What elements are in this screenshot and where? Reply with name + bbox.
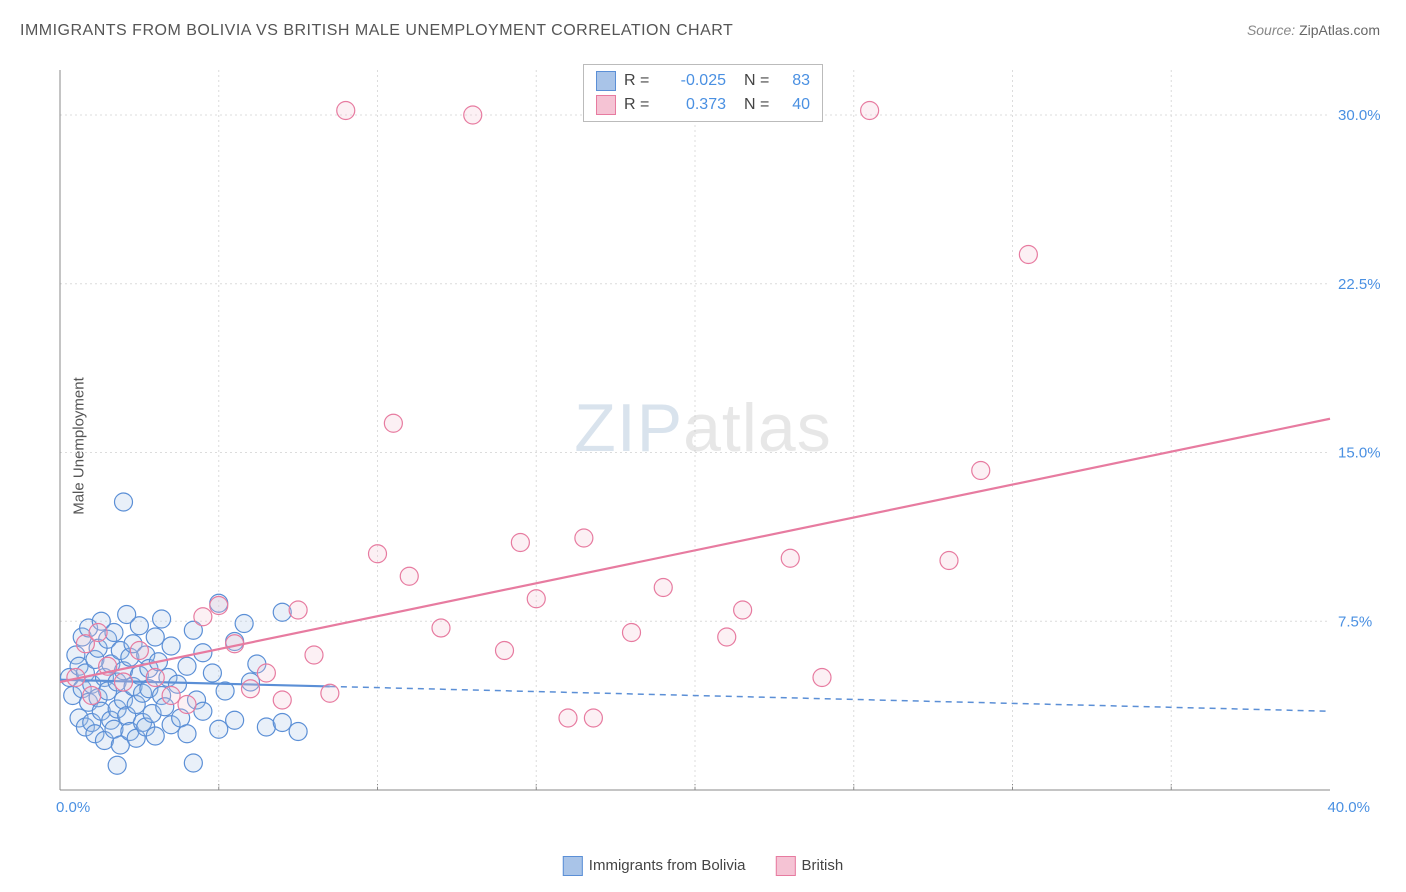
source-value: ZipAtlas.com	[1299, 22, 1380, 38]
svg-text:0.0%: 0.0%	[56, 799, 90, 816]
legend-N-value-bolivia: 83	[782, 69, 810, 93]
series-label-bolivia: Immigrants from Bolivia	[589, 857, 746, 874]
legend-R-label: R =	[624, 93, 654, 117]
source-label: Source:	[1247, 22, 1295, 38]
chart-title: IMMIGRANTS FROM BOLIVIA VS BRITISH MALE …	[20, 22, 733, 40]
legend-N-label: N =	[744, 69, 774, 93]
series-swatch-british	[776, 856, 796, 876]
legend-N-label: N =	[744, 93, 774, 117]
series-legend-item-british: British	[776, 856, 844, 876]
legend-R-value-bolivia: -0.025	[662, 69, 726, 93]
legend-row-british: R = 0.373 N = 40	[596, 93, 810, 117]
correlation-legend: R = -0.025 N = 83 R = 0.373 N = 40	[583, 64, 823, 122]
series-legend: Immigrants from Bolivia British	[563, 856, 843, 876]
svg-text:7.5%: 7.5%	[1338, 613, 1372, 630]
legend-N-value-british: 40	[782, 93, 810, 117]
legend-swatch-british	[596, 95, 616, 115]
series-legend-item-bolivia: Immigrants from Bolivia	[563, 856, 746, 876]
series-label-british: British	[802, 857, 844, 874]
scatter-plot: 7.5% 15.0% 22.5% 30.0% 0.0% 40.0%	[50, 60, 1380, 830]
svg-text:40.0%: 40.0%	[1327, 799, 1370, 816]
svg-text:15.0%: 15.0%	[1338, 445, 1380, 462]
legend-row-bolivia: R = -0.025 N = 83	[596, 69, 810, 93]
series-swatch-bolivia	[563, 856, 583, 876]
legend-swatch-bolivia	[596, 71, 616, 91]
svg-text:22.5%: 22.5%	[1338, 276, 1380, 293]
source-attribution: Source: ZipAtlas.com	[1247, 22, 1380, 38]
svg-text:30.0%: 30.0%	[1338, 107, 1380, 124]
legend-R-label: R =	[624, 69, 654, 93]
legend-R-value-british: 0.373	[662, 93, 726, 117]
